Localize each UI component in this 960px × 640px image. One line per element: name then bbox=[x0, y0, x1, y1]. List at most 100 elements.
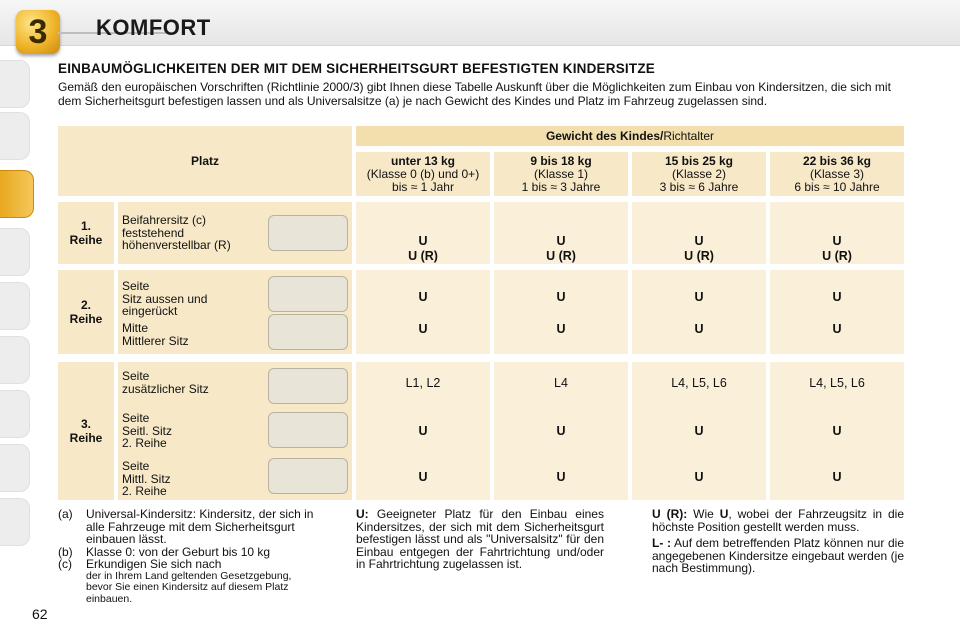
value-cell: L1, L2 U U bbox=[356, 362, 490, 500]
seat-description: Seite Mittl. Sitz 2. Reihe bbox=[122, 459, 171, 498]
seat-cell-row3: Seite zusätzlicher Sitz Seite Seitl. Sit… bbox=[118, 362, 352, 500]
chapter-tab-active[interactable] bbox=[0, 170, 34, 218]
car-seat-diagram bbox=[268, 215, 348, 251]
value-u: U bbox=[556, 470, 566, 484]
weight-header: Gewicht des Kindes/Richtalter bbox=[356, 126, 904, 146]
value-u: U bbox=[418, 322, 428, 336]
column-age: 3 bis ≈ 6 Jahre bbox=[659, 179, 739, 194]
car-seat-diagram bbox=[268, 412, 348, 448]
value-l: L4, L5, L6 bbox=[809, 376, 865, 390]
column-title: 22 bis 36 kg bbox=[802, 153, 872, 168]
chapter-tab[interactable] bbox=[0, 282, 30, 330]
column-title: unter 13 kg bbox=[390, 153, 456, 168]
seat-description: Beifahrersitz (c) feststehend höhenverst… bbox=[122, 213, 231, 252]
column-title: 9 bis 18 kg bbox=[530, 153, 592, 168]
legend-u: U: Geeigneter Platz für den Einbau eines… bbox=[356, 508, 604, 571]
footnote-text-small: der in Ihrem Land geltenden Gesetzgebung… bbox=[86, 569, 292, 605]
chapter-badge: 3 bbox=[16, 10, 60, 54]
legend-text: , wobei der Fahrzeugsitz in die höchste … bbox=[652, 507, 904, 534]
column-header: 22 bis 36 kg (Klasse 3) 6 bis ≈ 10 Jahre bbox=[770, 152, 904, 196]
value-u: U bbox=[832, 234, 842, 248]
value-u: U bbox=[694, 424, 704, 438]
seat-cell-row1: Beifahrersitz (c) feststehend höhenverst… bbox=[118, 202, 352, 264]
value-ur: U (R) bbox=[546, 249, 576, 263]
chapter-tab[interactable] bbox=[0, 60, 30, 108]
value-cell: L4, L5, L6 U U bbox=[770, 362, 904, 500]
column-header: unter 13 kg (Klasse 0 (b) und 0+) bis ≈ … bbox=[356, 152, 490, 196]
value-cell: U U bbox=[494, 270, 628, 354]
chapter-tab[interactable] bbox=[0, 228, 30, 276]
row-label-2: 2. Reihe bbox=[58, 270, 114, 354]
header-band bbox=[0, 0, 960, 46]
footnote-c: (c) Erkundigen Sie sich nach der in Ihre… bbox=[58, 558, 318, 605]
footnote-b: (b) Klasse 0: von der Geburt bis 10 kg bbox=[58, 546, 318, 559]
platz-header: Platz bbox=[58, 126, 352, 196]
car-seat-diagram bbox=[268, 276, 348, 312]
value-u: U bbox=[694, 234, 704, 248]
footnote-key: (b) bbox=[58, 544, 73, 559]
value-cell: U U bbox=[356, 270, 490, 354]
column-age: 6 bis ≈ 10 Jahre bbox=[794, 179, 880, 194]
section-heading: EINBAUMÖGLICHKEITEN DER MIT DEM SICHERHE… bbox=[58, 61, 655, 76]
legend-text-bold: U bbox=[719, 507, 729, 521]
footnote-a: (a) Universal-Kindersitz: Kindersitz, de… bbox=[58, 508, 318, 546]
value-u: U bbox=[418, 290, 428, 304]
value-u: U bbox=[418, 234, 428, 248]
chapter-number: 3 bbox=[28, 12, 48, 51]
value-u: U bbox=[418, 470, 428, 484]
chapter-tab-strip bbox=[0, 60, 34, 580]
page-number: 62 bbox=[32, 606, 48, 622]
value-u: U bbox=[418, 424, 428, 438]
chapter-tab[interactable] bbox=[0, 444, 30, 492]
column-age: 1 bis ≈ 3 Jahre bbox=[521, 179, 601, 194]
chapter-tab[interactable] bbox=[0, 498, 30, 546]
weight-header-rest: Richtalter bbox=[663, 129, 715, 143]
column-class: (Klasse 1) bbox=[533, 166, 589, 181]
value-cell: U U (R) bbox=[632, 202, 766, 264]
seat-cell-row2: Seite Sitz aussen und eingerückt Mitte M… bbox=[118, 270, 352, 354]
legend-text: Wie bbox=[693, 507, 714, 521]
footnote-key: (c) bbox=[58, 557, 72, 572]
seat-description: Seite zusätzlicher Sitz bbox=[122, 369, 209, 396]
legend-l: L- : Auf dem betreffenden Platz können n… bbox=[652, 537, 904, 575]
column-class: (Klasse 3) bbox=[809, 166, 865, 181]
car-seat-diagram bbox=[268, 458, 348, 494]
value-u: U bbox=[694, 290, 704, 304]
footnote-text: Erkundigen Sie sich nach bbox=[86, 557, 222, 572]
value-u: U bbox=[832, 470, 842, 484]
column-title: 15 bis 25 kg bbox=[664, 153, 734, 168]
column-class: (Klasse 2) bbox=[671, 166, 727, 181]
legend-key: L- : bbox=[652, 536, 671, 551]
value-cell: U U (R) bbox=[356, 202, 490, 264]
legend-ur: U (R): Wie U, wobei der Fahrzeugsitz in … bbox=[652, 508, 904, 575]
column-header: 9 bis 18 kg (Klasse 1) 1 bis ≈ 3 Jahre bbox=[494, 152, 628, 196]
value-ur: U (R) bbox=[822, 249, 852, 263]
chapter-tab[interactable] bbox=[0, 112, 30, 160]
chapter-tab[interactable] bbox=[0, 390, 30, 438]
value-l: L1, L2 bbox=[405, 376, 441, 390]
value-u: U bbox=[694, 470, 704, 484]
row-label-1: 1. Reihe bbox=[58, 202, 114, 264]
value-cell: U U bbox=[632, 270, 766, 354]
car-seat-diagram bbox=[268, 314, 348, 350]
value-u: U bbox=[556, 322, 566, 336]
legend-key: U (R): bbox=[652, 507, 688, 521]
value-cell: L4 U U bbox=[494, 362, 628, 500]
value-u: U bbox=[556, 234, 566, 248]
value-cell: U U (R) bbox=[494, 202, 628, 264]
weight-header-bold: Gewicht des Kindes/ bbox=[545, 129, 664, 143]
chapter-tab[interactable] bbox=[0, 336, 30, 384]
value-ur: U (R) bbox=[408, 249, 438, 263]
value-u: U bbox=[832, 424, 842, 438]
footnote-text: Klasse 0: von der Geburt bis 10 kg bbox=[86, 544, 271, 559]
value-u: U bbox=[832, 322, 842, 336]
legend-text: Auf dem betreffenden Platz können nur di… bbox=[652, 536, 905, 576]
value-u: U bbox=[556, 290, 566, 304]
seat-description: Mitte Mittlerer Sitz bbox=[122, 321, 189, 348]
row-label-3: 3. Reihe bbox=[58, 362, 114, 500]
content-area: EINBAUMÖGLICHKEITEN DER MIT DEM SICHERHE… bbox=[58, 56, 908, 108]
seat-description: Seite Sitz aussen und eingerückt bbox=[122, 279, 208, 318]
column-age: bis ≈ 1 Jahr bbox=[392, 179, 454, 194]
footnote-text: Universal-Kindersitz: Kindersitz, der si… bbox=[86, 507, 314, 547]
intro-paragraph: Gemäß den europäischen Vorschriften (Ric… bbox=[58, 80, 891, 108]
